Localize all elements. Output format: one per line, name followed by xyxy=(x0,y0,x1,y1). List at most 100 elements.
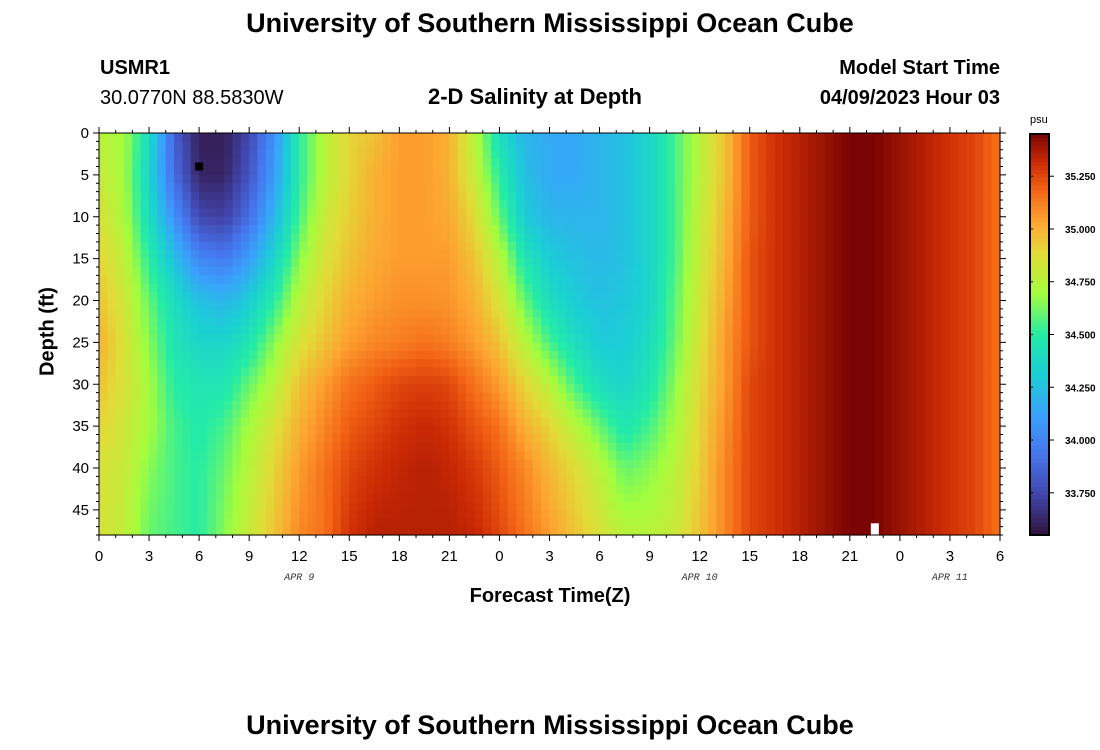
heatmap-cell xyxy=(240,317,250,327)
heatmap-cell xyxy=(574,342,584,352)
heatmap-cell xyxy=(741,258,751,268)
heatmap-cell xyxy=(424,191,434,201)
heatmap-cell xyxy=(274,300,284,310)
heatmap-cell xyxy=(307,174,317,184)
heatmap-cell xyxy=(365,350,375,360)
heatmap-cell xyxy=(657,426,667,436)
heatmap-cell xyxy=(591,375,601,385)
heatmap-cell xyxy=(290,459,300,469)
heatmap-cell xyxy=(215,350,225,360)
heatmap-cell xyxy=(866,149,876,159)
heatmap-cell xyxy=(549,225,559,235)
heatmap-cell xyxy=(708,133,717,142)
heatmap-cell xyxy=(374,283,384,293)
heatmap-cell xyxy=(516,401,526,410)
heatmap-cell xyxy=(649,501,659,511)
heatmap-cell xyxy=(382,409,392,419)
heatmap-cell xyxy=(265,384,275,394)
heatmap-cell xyxy=(265,300,275,310)
heatmap-cell xyxy=(190,384,200,394)
heatmap-cell xyxy=(232,317,242,327)
heatmap-cell xyxy=(299,208,309,218)
heatmap-cell xyxy=(908,392,918,402)
heatmap-cell xyxy=(841,292,851,302)
heatmap-cell xyxy=(416,149,425,159)
heatmap-cell xyxy=(115,149,125,159)
heatmap-cell xyxy=(332,166,342,176)
heatmap-cell xyxy=(724,468,734,477)
heatmap-cell xyxy=(207,342,217,352)
heatmap-cell xyxy=(232,225,242,235)
heatmap-cell xyxy=(457,283,467,293)
heatmap-cell xyxy=(315,133,325,142)
heatmap-cell xyxy=(524,300,534,310)
heatmap-cell xyxy=(758,501,767,511)
heatmap-cell xyxy=(607,350,617,360)
heatmap-cell xyxy=(174,133,184,142)
heatmap-cell xyxy=(157,501,167,511)
heatmap-cell xyxy=(824,342,834,352)
heatmap-cell xyxy=(566,442,576,452)
heatmap-cell xyxy=(841,501,851,511)
heatmap-cell xyxy=(607,493,617,503)
heatmap-cell xyxy=(207,518,217,528)
heatmap-cell xyxy=(916,359,926,369)
heatmap-cell xyxy=(699,359,709,369)
heatmap-cell xyxy=(182,451,192,461)
heatmap-cell xyxy=(541,434,551,444)
heatmap-cell xyxy=(274,417,284,427)
heatmap-cell xyxy=(99,317,108,327)
heatmap-cell xyxy=(382,241,392,251)
heatmap-cell xyxy=(232,300,242,310)
heatmap-cell xyxy=(941,459,951,469)
heatmap-cell xyxy=(541,233,551,243)
heatmap-cell xyxy=(124,501,133,511)
heatmap-cell xyxy=(324,451,334,461)
heatmap-cell xyxy=(849,442,859,452)
heatmap-cell xyxy=(340,149,350,159)
heatmap-cell xyxy=(399,267,409,276)
heatmap-cell xyxy=(274,409,284,419)
heatmap-cell xyxy=(582,359,592,369)
heatmap-cell xyxy=(933,493,943,503)
heatmap-cell xyxy=(649,342,659,352)
heatmap-cell xyxy=(766,149,776,159)
heatmap-cell xyxy=(591,342,601,352)
heatmap-cell xyxy=(641,434,651,444)
heatmap-cell xyxy=(624,350,634,360)
heatmap-cell xyxy=(290,275,300,285)
heatmap-cell xyxy=(741,166,751,176)
heatmap-cell xyxy=(99,359,108,369)
heatmap-cell xyxy=(274,233,284,243)
heatmap-cell xyxy=(349,216,359,226)
heatmap-cell xyxy=(799,459,809,469)
heatmap-cell xyxy=(908,233,918,243)
heatmap-cell xyxy=(641,451,651,461)
heatmap-cell xyxy=(591,367,601,377)
heatmap-cell xyxy=(574,526,584,536)
heatmap-cell xyxy=(616,359,626,369)
heatmap-cell xyxy=(441,149,450,159)
heatmap-cell xyxy=(207,308,217,318)
heatmap-cell xyxy=(883,434,893,444)
heatmap-cell xyxy=(599,191,609,201)
heatmap-cell xyxy=(682,191,692,201)
heatmap-cell xyxy=(958,183,968,193)
heatmap-cell xyxy=(866,493,876,503)
heatmap-cell xyxy=(149,426,158,436)
heatmap-cell xyxy=(165,459,175,469)
heatmap-cell xyxy=(499,501,509,511)
heatmap-cell xyxy=(632,501,642,511)
heatmap-cell xyxy=(491,476,501,486)
heatmap-cell xyxy=(491,384,501,394)
heatmap-cell xyxy=(441,484,450,494)
heatmap-cell xyxy=(474,409,484,419)
heatmap-cell xyxy=(332,384,342,394)
heatmap-cell xyxy=(941,334,951,343)
heatmap-cell xyxy=(441,141,450,151)
heatmap-cell xyxy=(224,191,234,201)
heatmap-cell xyxy=(466,468,476,477)
heatmap-cell xyxy=(290,501,300,511)
heatmap-cell xyxy=(824,451,834,461)
heatmap-cell xyxy=(774,334,784,343)
